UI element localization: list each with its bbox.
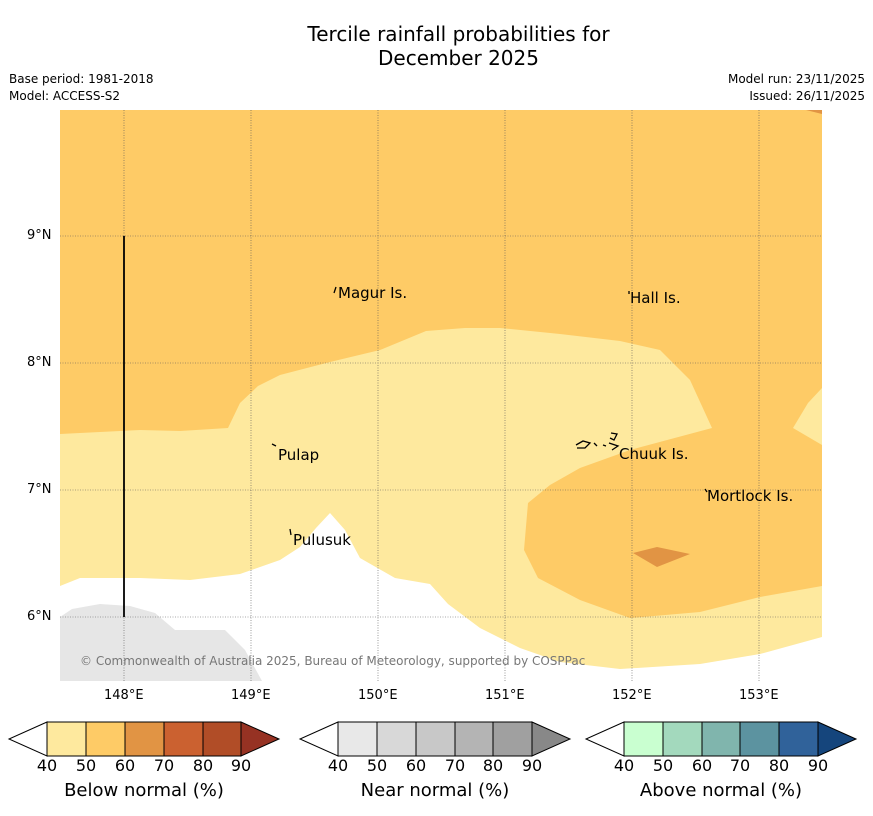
island-mortlock [704,488,708,493]
islands [271,286,708,536]
model-name: Model: ACCESS-S2 [9,89,121,103]
cbar-near-tick: 70 [444,756,466,775]
region-below-60-70 [633,547,690,567]
colorbar-below-segment [240,721,281,757]
lon-label-152e: 152°E [612,688,652,703]
island-pulap [271,443,277,447]
place-hall: Hall Is. [630,289,681,307]
colorbar-below-segment [163,721,204,757]
colorbar-above-normal [584,721,858,757]
cbar-above-tick: 60 [691,756,713,775]
cbar-near-tick: 90 [521,756,543,775]
place-pulap: Pulap [278,446,320,464]
region-below-40 [60,513,822,681]
cbar-near-tick: 60 [405,756,427,775]
cbar-above-tick: 80 [768,756,790,775]
lon-label-153e: 153°E [739,688,779,703]
cbar-below-tick: 60 [114,756,136,775]
place-magur: Magur Is. [338,284,408,302]
model-run: Model run: 23/11/2025 [727,72,865,86]
island-chuuk-d [609,432,618,441]
place-mortlock: Mortlock Is. [707,487,794,505]
island-chuuk-c [602,444,607,447]
colorbar-near-segment [454,721,494,757]
cbar-near-tick: 40 [327,756,349,775]
colorbar-above-segment [701,721,741,757]
cbar-below-tick: 40 [36,756,58,775]
island-chuuk-e [608,442,620,451]
colorbar-near-segment [531,721,572,757]
region-below-60-70-ne [806,110,822,114]
colorbar-above-segment [739,721,780,757]
place-pulusuk: Pulusuk [293,531,351,549]
cbar-below-tick: 80 [192,756,214,775]
cbar-near-tick: 80 [482,756,504,775]
colorbar-near-segment [492,721,533,757]
colorbar-below-segment [124,721,165,757]
base-period: Base period: 1981-2018 [9,72,154,86]
island-chuuk-a [575,440,592,449]
colorbar-above-segment [662,721,703,757]
title-line-1: Tercile rainfall probabilities for [307,22,610,46]
cbar-above-label: Above normal (%) [639,780,803,801]
lon-label-150e: 150°E [358,688,398,703]
copyright-notice: © Commonwealth of Australia 2025, Bureau… [80,654,586,668]
island-pulusuk [289,528,292,536]
colorbar-above-segment [584,721,625,757]
lat-label-8n: 8°N [27,355,52,370]
colorbar-near-normal [298,721,572,757]
cbar-below-tick: 50 [75,756,97,775]
colorbar-below-segment [46,721,87,757]
lon-label-148e: 148°E [104,688,144,703]
colorbar-below-segment [85,721,126,757]
cbar-above-tick: 90 [807,756,829,775]
cbar-above-tick: 70 [729,756,751,775]
colorbar-near-segment [376,721,417,757]
lon-label-149e: 149°E [231,688,271,703]
colorbar-above-segment [817,721,858,757]
cbar-below-tick: 70 [153,756,175,775]
place-chuuk: Chuuk Is. [619,445,689,463]
cbar-below-label: Below normal (%) [64,780,224,801]
cbar-near-label: Near normal (%) [360,780,510,801]
lon-label-151e: 151°E [485,688,525,703]
cbar-near-tick: 50 [366,756,388,775]
cbar-below-tick: 90 [230,756,252,775]
lat-label-9n: 9°N [27,228,52,243]
region-below-40-50-east [793,388,822,445]
colorbar-near-segment [337,721,378,757]
metadata-right: Model run: 23/11/2025 Issued: 26/11/2025 [728,71,865,105]
cbar-above-tick: 50 [652,756,674,775]
colorbar-above-segment [623,721,664,757]
lat-label-7n: 7°N [27,482,52,497]
issued-date: Issued: 26/11/2025 [749,89,865,103]
title-line-2: December 2025 [378,46,539,70]
island-chuuk-b [593,442,598,447]
colorbar-below-normal [7,721,281,757]
map-title: Tercile rainfall probabilities for Decem… [0,22,873,70]
metadata-left: Base period: 1981-2018 Model: ACCESS-S2 [9,71,154,105]
colorbar-below-segment [202,721,242,757]
island-magur [333,286,337,294]
lat-label-6n: 6°N [27,609,52,624]
colorbar-below-segment [7,721,48,757]
cbar-above-tick: 40 [613,756,635,775]
region-near-40-50 [60,604,262,681]
colorbar-above-segment [778,721,819,757]
colorbar-near-segment [415,721,456,757]
colorbar-near-segment [298,721,339,757]
